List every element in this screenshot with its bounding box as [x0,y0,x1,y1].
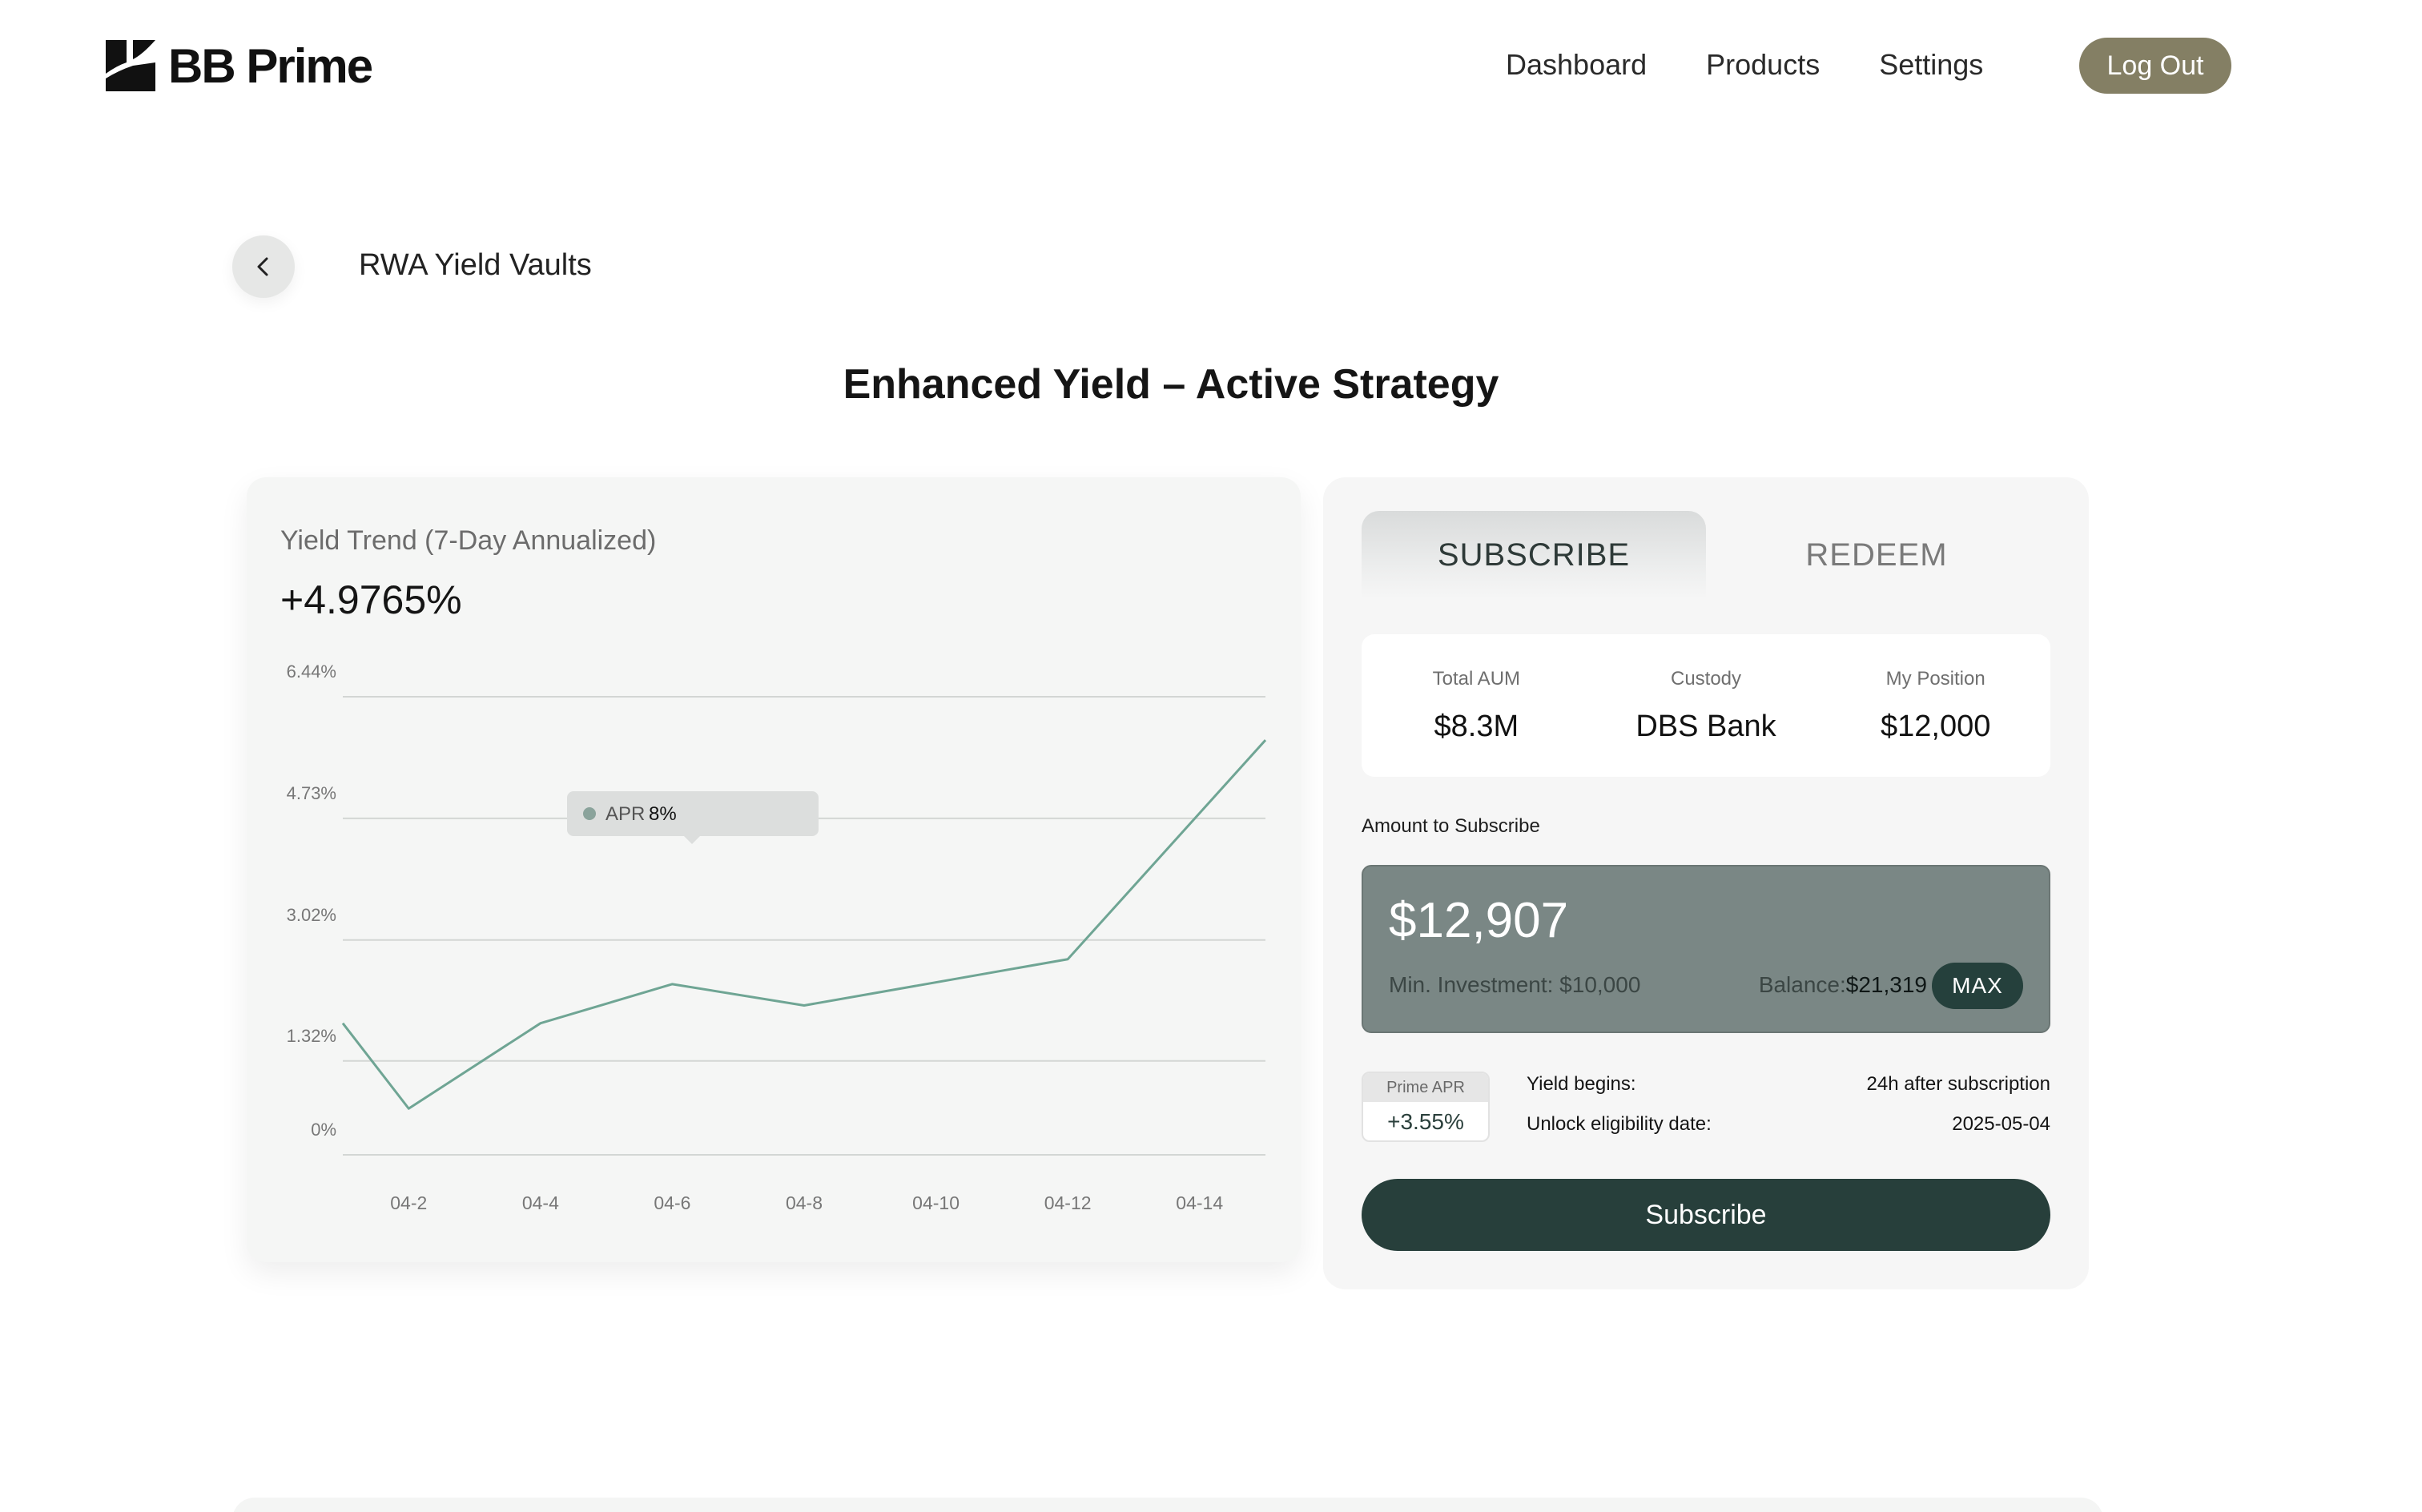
stat-label: Custody [1670,668,1742,690]
stat-label: Total AUM [1432,668,1521,690]
chart-current-value: +4.9765% [280,577,462,622]
stat-custody: Custody DBS Bank [1591,634,1821,777]
logout-button[interactable]: Log Out [2079,38,2231,94]
chevron-left-icon [257,257,268,276]
unlock-date-row: Unlock eligibility date: 2025-05-04 [1527,1113,2050,1136]
brand-logo[interactable]: BB Prime [103,37,373,94]
info-value: 2025-05-04 [1952,1113,2050,1135]
brand-name: BB Prime [168,38,373,93]
amount-label: Amount to Subscribe [1362,815,1540,837]
stat-label: My Position [1885,668,1985,690]
y-tick-label: 0% [311,1120,336,1140]
balance-value: $21,319 [1845,972,1927,997]
nav-settings[interactable]: Settings [1879,48,1984,81]
amount-value[interactable]: $12,907 [1389,893,1569,948]
x-tick-label: 04-12 [1044,1192,1092,1213]
max-button[interactable]: MAX [1932,963,2023,1009]
back-button[interactable] [232,235,295,298]
brand-mark-icon [106,40,155,91]
subscribe-button[interactable]: Subscribe [1362,1179,2050,1251]
bottom-section-card [232,1498,2103,1512]
stat-value: $12,000 [1880,710,1991,743]
y-tick-label: 6.44% [287,662,336,682]
tooltip-dot-icon [583,807,596,820]
info-label: Yield begins: [1527,1073,1636,1095]
stat-total-aum: Total AUM $8.3M [1362,634,1591,777]
balance: Balance:$21,319 [1759,972,1927,998]
subscribe-card: SUBSCRIBE REDEEM Total AUM $8.3M Custody… [1323,477,2089,1289]
stat-value: $8.3M [1434,710,1519,743]
yield-chart-card: Yield Trend (7-Day Annualized) +4.9765% … [247,477,1301,1262]
vault-stats: Total AUM $8.3M Custody DBS Bank My Posi… [1362,634,2050,777]
balance-label: Balance: [1758,972,1846,997]
amount-input[interactable]: $12,907 Min. Investment: $10,000 Balance… [1362,865,2050,1033]
y-tick-label: 1.32% [287,1026,336,1046]
y-tick-label: 4.73% [287,783,336,803]
info-label: Unlock eligibility date: [1527,1113,1712,1135]
series-line [341,739,1267,1110]
x-tick-label: 04-4 [522,1192,559,1213]
min-investment: Min. Investment: $10,000 [1389,972,1641,997]
prime-apr-badge: Prime APR +3.55% [1362,1072,1490,1142]
x-tick-label: 04-10 [912,1192,960,1213]
x-tick-label: 04-2 [390,1192,427,1213]
x-tick-label: 04-6 [654,1192,690,1213]
x-tick-label: 04-8 [786,1192,823,1213]
y-tick-label: 3.02% [287,905,336,925]
chart-label: Yield Trend (7-Day Annualized) [280,525,657,556]
nav-dashboard[interactable]: Dashboard [1506,48,1648,81]
prime-apr-label: Prime APR [1363,1073,1488,1102]
x-tick-label: 04-14 [1176,1192,1223,1213]
yield-begins-row: Yield begins: 24h after subscription [1527,1073,2050,1096]
stat-value: DBS Bank [1635,710,1776,743]
top-nav: Dashboard Products Settings [1506,37,2042,93]
info-value: 24h after subscription [1866,1073,2050,1095]
nav-products[interactable]: Products [1706,48,1821,81]
prime-apr-value: +3.55% [1387,1109,1464,1134]
stat-my-position: My Position $12,000 [1821,634,2050,777]
tooltip-box [567,791,819,836]
tab-redeem[interactable]: REDEEM [1805,537,1948,573]
yield-line-chart[interactable]: 0% 1.32% 3.02% 4.73% 6.44% 04-2 04-4 04-6 04-8 04… [247,477,1301,1262]
tooltip-value: 8% [649,803,677,825]
tab-subscribe[interactable]: SUBSCRIBE [1362,511,1706,599]
page-title: Enhanced Yield – Active Strategy [843,361,1499,408]
breadcrumb: RWA Yield Vaults [359,248,592,282]
tooltip-pointer [684,836,700,844]
tooltip-label: APR [606,803,645,825]
